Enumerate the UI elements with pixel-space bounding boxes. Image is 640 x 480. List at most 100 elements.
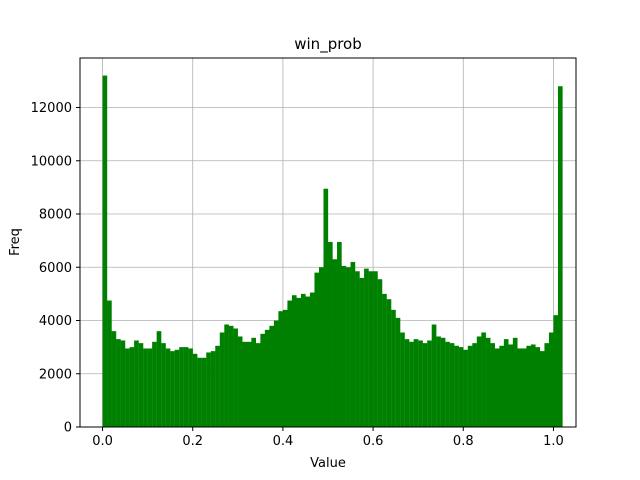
histogram-bar bbox=[152, 341, 157, 427]
x-axis-label: Value bbox=[310, 456, 346, 471]
histogram-bar bbox=[508, 344, 514, 427]
histogram-bar bbox=[409, 341, 414, 427]
histogram-bar bbox=[242, 341, 247, 427]
histogram-bar bbox=[318, 267, 324, 427]
y-tick-label: 10000 bbox=[31, 154, 72, 169]
histogram-bar bbox=[548, 332, 554, 427]
ticks-layer: 0.0 0.2 0.4 0.6 0.8 1.0 0 2000 4000 6000 8000 10000… bbox=[31, 101, 564, 449]
histogram-bar bbox=[494, 348, 500, 427]
histogram-bar bbox=[535, 347, 541, 427]
histogram-bar bbox=[197, 357, 202, 427]
histogram-bar bbox=[264, 329, 270, 427]
histogram-bar bbox=[102, 75, 108, 428]
histogram-bar bbox=[237, 336, 243, 427]
histogram-bar bbox=[526, 345, 532, 427]
histogram-bar bbox=[228, 325, 234, 427]
histogram-bar bbox=[165, 348, 171, 427]
histogram-bar bbox=[314, 272, 320, 427]
histogram-bar bbox=[337, 241, 342, 427]
histogram-bar bbox=[359, 277, 365, 427]
histogram-bar bbox=[273, 320, 279, 427]
histogram-bar bbox=[436, 336, 441, 427]
histogram-bar bbox=[427, 340, 432, 427]
histogram-bar bbox=[517, 348, 523, 427]
histogram-bar bbox=[233, 328, 238, 427]
histogram-bar bbox=[377, 279, 383, 427]
bars-layer bbox=[102, 75, 563, 428]
x-tick-label: 0.2 bbox=[182, 434, 203, 449]
x-tick-label: 0.0 bbox=[92, 434, 113, 449]
histogram-bar bbox=[210, 351, 216, 427]
y-tick-label: 0 bbox=[64, 421, 72, 436]
histogram-bar bbox=[224, 324, 229, 427]
histogram-bar bbox=[445, 341, 450, 427]
y-tick-label: 6000 bbox=[39, 261, 72, 276]
histogram-bar bbox=[291, 295, 297, 427]
histogram-bar bbox=[553, 315, 559, 427]
histogram-bar bbox=[440, 337, 446, 427]
x-tick-label: 0.6 bbox=[363, 434, 384, 449]
y-tick-label: 2000 bbox=[39, 367, 72, 382]
histogram-bar bbox=[521, 348, 527, 427]
histogram-bar bbox=[346, 267, 351, 427]
histogram-bar bbox=[116, 339, 121, 427]
histogram-bar bbox=[125, 348, 130, 427]
histogram-bar bbox=[467, 345, 473, 427]
histogram-bar bbox=[170, 351, 175, 427]
histogram-bar bbox=[530, 344, 536, 427]
histogram-bar bbox=[350, 261, 356, 427]
chart-title: win_prob bbox=[294, 35, 362, 54]
y-tick-label: 8000 bbox=[39, 208, 72, 223]
grid-layer bbox=[80, 58, 576, 428]
histogram-bar bbox=[156, 331, 162, 427]
histogram-bar bbox=[138, 343, 144, 427]
histogram-bar bbox=[188, 348, 193, 427]
histogram-bar bbox=[386, 299, 392, 427]
histogram-bar bbox=[143, 348, 148, 427]
histogram-bar bbox=[368, 271, 374, 427]
x-tick-label: 0.4 bbox=[273, 434, 294, 449]
histogram-bar bbox=[269, 325, 275, 427]
histogram-bar bbox=[120, 340, 126, 427]
histogram-bar bbox=[129, 347, 135, 427]
histogram-bar bbox=[458, 347, 464, 427]
histogram-bar bbox=[300, 293, 306, 427]
x-tick-label: 1.0 bbox=[543, 434, 564, 449]
histogram-bar bbox=[192, 353, 198, 427]
histogram-bar bbox=[490, 343, 495, 427]
histogram-bar bbox=[255, 343, 261, 427]
histogram-bar bbox=[107, 300, 112, 427]
histogram-bar bbox=[413, 339, 419, 427]
histogram-bar bbox=[404, 339, 410, 427]
histogram-bar bbox=[111, 331, 117, 427]
histogram-bar bbox=[539, 351, 545, 427]
histogram-bar bbox=[201, 357, 207, 427]
histogram-bar bbox=[472, 343, 477, 427]
histogram-bar bbox=[476, 336, 482, 427]
histogram-bar bbox=[503, 339, 509, 427]
histogram-bar bbox=[422, 343, 428, 427]
histogram-bar bbox=[219, 332, 225, 427]
histogram-bar bbox=[395, 317, 401, 427]
axes-layer bbox=[79, 57, 577, 428]
histogram-bar bbox=[287, 300, 293, 427]
histogram-bar bbox=[512, 337, 518, 427]
y-axis-label: Freq bbox=[8, 228, 23, 256]
histogram-bar bbox=[391, 309, 396, 427]
histogram-bar bbox=[134, 340, 139, 427]
histogram-bar bbox=[332, 259, 338, 427]
histogram-bar bbox=[431, 324, 437, 427]
histogram-bar bbox=[147, 348, 153, 427]
y-tick-label: 12000 bbox=[31, 101, 72, 116]
histogram-bar bbox=[251, 337, 257, 427]
histogram-bar bbox=[364, 268, 369, 427]
histogram-bar bbox=[485, 337, 491, 427]
histogram-bar bbox=[454, 345, 459, 427]
histogram-bar bbox=[418, 340, 423, 427]
histogram-bar bbox=[373, 271, 378, 427]
histogram-bar bbox=[206, 352, 211, 427]
y-tick-label: 4000 bbox=[39, 314, 72, 329]
histogram-bar bbox=[499, 345, 505, 427]
histogram-bar bbox=[179, 347, 184, 427]
